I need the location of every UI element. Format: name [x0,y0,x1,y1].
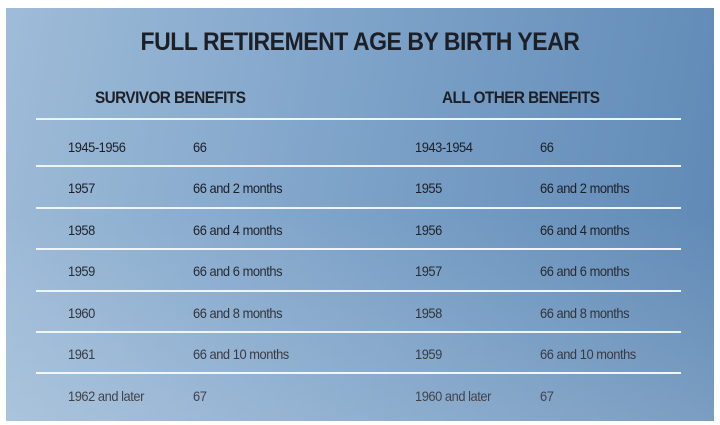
row-divider [36,165,681,167]
survivor-age-cell: 66 and 4 months [193,222,283,238]
other-age-cell: 66 and 2 months [540,180,630,196]
other-age-cell: 67 [540,388,554,404]
other-year-cell: 1955 [415,180,442,196]
other-year-cell: 1959 [415,346,442,362]
survivor-age-cell: 66 and 6 months [193,263,283,279]
survivor-age-cell: 66 and 8 months [193,305,283,321]
survivor-heading: SURVIVOR BENEFITS [95,88,246,107]
row-divider [36,331,681,333]
survivor-age-cell: 67 [193,388,207,404]
other-heading: ALL OTHER BENEFITS [442,88,600,107]
survivor-age-cell: 66 [193,139,207,155]
other-age-cell: 66 and 10 months [540,346,636,362]
other-age-cell: 66 and 6 months [540,263,630,279]
other-age-cell: 66 and 8 months [540,305,630,321]
other-year-cell: 1943-1954 [415,139,473,155]
other-age-cell: 66 [540,139,554,155]
retirement-age-panel: FULL RETIREMENT AGE BY BIRTH YEAR SURVIV… [6,8,714,421]
survivor-year-cell: 1945-1956 [68,139,126,155]
other-year-cell: 1957 [415,263,442,279]
page-title: FULL RETIREMENT AGE BY BIRTH YEAR [140,28,580,56]
other-age-cell: 66 and 4 months [540,222,630,238]
other-year-cell: 1956 [415,222,442,238]
survivor-year-cell: 1959 [68,263,95,279]
other-year-cell: 1960 and later [415,388,491,404]
survivor-year-cell: 1958 [68,222,95,238]
row-divider [36,248,681,250]
survivor-age-cell: 66 and 2 months [193,180,283,196]
row-divider [36,372,681,374]
survivor-age-cell: 66 and 10 months [193,346,289,362]
other-year-cell: 1958 [415,305,442,321]
row-divider [36,290,681,292]
row-divider [36,207,681,209]
survivor-year-cell: 1957 [68,180,95,196]
survivor-year-cell: 1961 [68,346,95,362]
survivor-year-cell: 1962 and later [68,388,144,404]
row-divider [36,118,681,120]
survivor-year-cell: 1960 [68,305,95,321]
